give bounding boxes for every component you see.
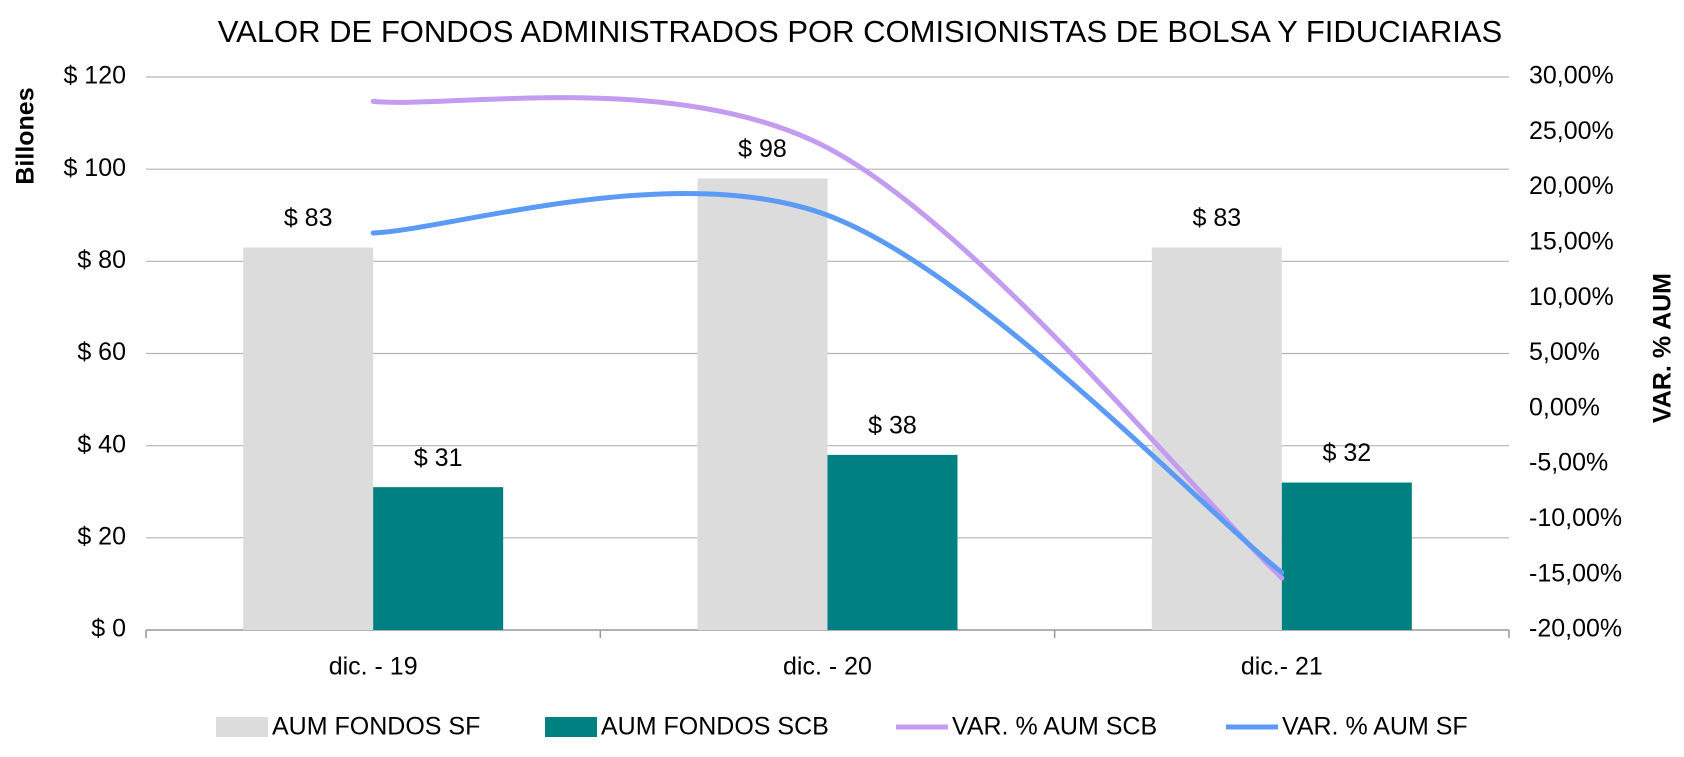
- line: [370, 191, 1285, 575]
- y2-tick-label: 0,00%: [1529, 393, 1600, 421]
- x-tick-label: dic. - 20: [783, 653, 872, 681]
- bar: [1281, 482, 1412, 630]
- y-tick-label: $ 60: [77, 338, 126, 366]
- bar-value-label: $ 98: [738, 135, 787, 163]
- line: [370, 95, 1285, 581]
- legend-label: VAR. % AUM SF: [1282, 713, 1468, 741]
- bar: [373, 487, 504, 630]
- bar-value-label: $ 32: [1322, 439, 1371, 467]
- x-tick-label: dic.- 21: [1241, 653, 1323, 681]
- chart-title: VALOR DE FONDOS ADMINISTRADOS POR COMISI…: [218, 14, 1502, 49]
- bar-value-label: $ 83: [1192, 204, 1241, 232]
- y-tick-label: $ 0: [91, 615, 126, 643]
- y2-tick-label: -15,00%: [1529, 559, 1622, 587]
- bar: [697, 178, 828, 630]
- y-tick-label: $ 120: [63, 62, 126, 90]
- y2-tick-label: -20,00%: [1529, 615, 1622, 643]
- y-tick-label: $ 20: [77, 522, 126, 550]
- y2-axis-label: VAR. % AUM: [1649, 273, 1677, 423]
- bar: [243, 247, 374, 630]
- legend-label: AUM FONDOS SF: [272, 713, 480, 741]
- y-axis-label: Billones: [12, 87, 40, 184]
- legend-swatch: [545, 717, 597, 737]
- bar: [1151, 247, 1282, 630]
- legend-label: AUM FONDOS SCB: [601, 713, 829, 741]
- bar: [827, 454, 958, 630]
- y2-tick-label: -10,00%: [1529, 504, 1622, 532]
- x-tick-label: dic. - 19: [329, 653, 418, 681]
- y-tick-label: $ 40: [77, 430, 126, 458]
- y2-tick-label: 15,00%: [1529, 228, 1614, 256]
- y-tick-label: $ 80: [77, 246, 126, 274]
- y2-tick-label: -5,00%: [1529, 449, 1608, 477]
- y2-tick-label: 25,00%: [1529, 117, 1614, 145]
- bar-value-label: $ 83: [284, 204, 333, 232]
- y-tick-label: $ 100: [63, 154, 126, 182]
- bar-value-label: $ 31: [414, 444, 463, 472]
- legend-label: VAR. % AUM SCB: [952, 713, 1157, 741]
- y2-tick-label: 20,00%: [1529, 172, 1614, 200]
- y2-tick-label: 30,00%: [1529, 62, 1614, 90]
- y2-tick-label: 10,00%: [1529, 283, 1614, 311]
- y2-tick-label: 5,00%: [1529, 338, 1600, 366]
- legend-swatch: [216, 717, 268, 737]
- bar-value-label: $ 38: [868, 411, 917, 439]
